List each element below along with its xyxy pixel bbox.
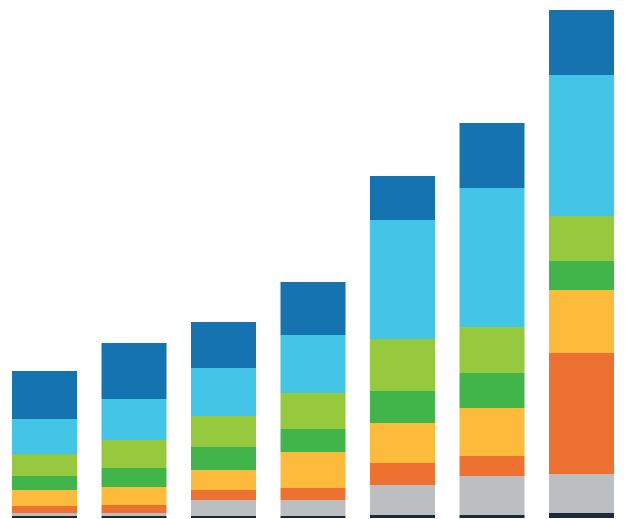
bar-segment — [101, 468, 167, 487]
bar-segment — [280, 488, 346, 500]
bar-segment — [459, 123, 525, 188]
bar-segment — [101, 516, 167, 518]
bar-segment — [191, 416, 256, 447]
bar-segment — [191, 368, 256, 416]
bar-segment — [101, 505, 167, 513]
bar-segment — [101, 513, 167, 516]
bar-segment — [549, 474, 614, 513]
bar-segment — [280, 429, 346, 452]
bar-segment — [459, 456, 525, 476]
bar-segment — [280, 516, 346, 518]
bar-segment — [549, 10, 614, 75]
bar-segment — [370, 176, 435, 220]
bar-segment — [370, 423, 435, 463]
bar-segment — [12, 513, 77, 516]
bar-segment — [280, 452, 346, 488]
bar-segment — [549, 261, 614, 290]
bar-segment — [191, 322, 256, 368]
bar-segment — [370, 463, 435, 485]
bar-segment — [101, 343, 167, 399]
bar-segment — [191, 470, 256, 490]
bar-segment — [370, 391, 435, 423]
bar-segment — [191, 447, 256, 470]
bar-segment — [12, 454, 77, 476]
bar-segment — [459, 327, 525, 373]
bar-segment — [459, 188, 525, 327]
bar-segment — [12, 490, 77, 506]
bar-segment — [280, 335, 346, 393]
bar-segment — [191, 490, 256, 500]
bar-segment — [549, 353, 614, 474]
bar-segment — [101, 399, 167, 440]
bar-segment — [459, 373, 525, 408]
bar-segment — [280, 282, 346, 335]
bar-segment — [459, 515, 525, 518]
bar-segment — [12, 506, 77, 513]
bar-segment — [280, 393, 346, 429]
bar-segment — [280, 500, 346, 516]
bar-segment — [459, 476, 525, 515]
bar-segment — [370, 339, 435, 391]
bar-segment — [370, 515, 435, 518]
bar-segment — [370, 220, 435, 339]
bar-segment — [459, 408, 525, 456]
bar-segment — [101, 440, 167, 468]
bar-segment — [549, 290, 614, 353]
bar-segment — [12, 516, 77, 518]
bar-segment — [549, 513, 614, 518]
bar-segment — [12, 419, 77, 454]
bar-segment — [191, 516, 256, 518]
bar-segment — [370, 485, 435, 515]
bar-segment — [12, 371, 77, 419]
bar-segment — [549, 216, 614, 261]
bar-segment — [101, 487, 167, 505]
bar-segment — [549, 75, 614, 216]
bar-segment — [12, 476, 77, 490]
bar-segment — [191, 500, 256, 516]
